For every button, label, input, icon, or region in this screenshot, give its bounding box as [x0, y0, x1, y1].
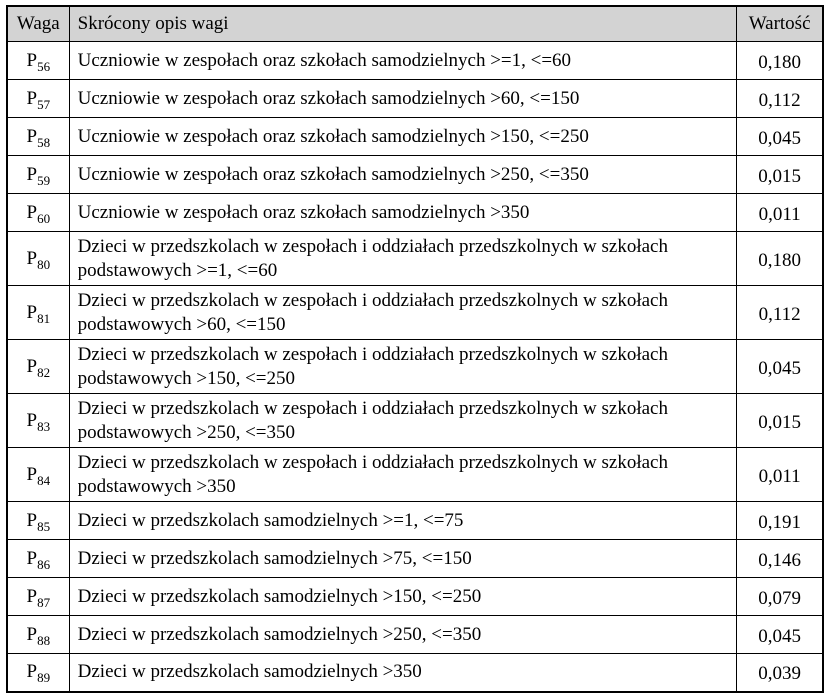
- weight-value-cell: 0,011: [736, 447, 824, 502]
- weight-value-cell: 0,180: [736, 41, 824, 80]
- weight-id-cell: P58: [6, 117, 70, 156]
- weight-value-cell: 0,180: [736, 231, 824, 286]
- weight-description-cell: Dzieci w przedszkolach w zespołach i odd…: [68, 285, 738, 340]
- weight-id-cell: P60: [6, 193, 70, 232]
- weight-description-cell: Uczniowie w zespołach oraz szkołach samo…: [68, 155, 738, 194]
- table-row-p83: P83 Dzieci w przedszkolach w zespołach i…: [6, 393, 824, 448]
- table-row-p60: P60 Uczniowie w zespołach oraz szkołach …: [6, 193, 824, 232]
- weight-id-cell: P56: [6, 41, 70, 80]
- weight-value-cell: 0,015: [736, 155, 824, 194]
- table-row-p88: P88 Dzieci w przedszkolach samodzielnych…: [6, 615, 824, 654]
- weight-id-cell: P88: [6, 615, 70, 654]
- table-row-p89: P89 Dzieci w przedszkolach samodzielnych…: [6, 653, 824, 692]
- weight-description-cell: Uczniowie w zespołach oraz szkołach samo…: [68, 41, 738, 80]
- weight-value-cell: 0,045: [736, 339, 824, 394]
- weight-value-cell: 0,045: [736, 117, 824, 156]
- table-row-p85: P85 Dzieci w przedszkolach samodzielnych…: [6, 501, 824, 540]
- weight-id-cell: P83: [6, 393, 70, 448]
- weight-value-cell: 0,112: [736, 285, 824, 340]
- weight-description-cell: Uczniowie w zespołach oraz szkołach samo…: [68, 117, 738, 156]
- table-row-p81: P81 Dzieci w przedszkolach w zespołach i…: [6, 285, 824, 340]
- weight-description-cell: Uczniowie w zespołach oraz szkołach samo…: [68, 193, 738, 232]
- weight-description-cell: Dzieci w przedszkolach samodzielnych >75…: [68, 539, 738, 578]
- weight-value-cell: 0,112: [736, 79, 824, 118]
- column-header-wartosc: Wartość: [736, 5, 824, 42]
- weight-description-cell: Dzieci w przedszkolach samodzielnych >35…: [68, 653, 738, 692]
- table-row-p84: P84 Dzieci w przedszkolach w zespołach i…: [6, 447, 824, 502]
- weight-value-cell: 0,015: [736, 393, 824, 448]
- table-row-p56: P56 Uczniowie w zespołach oraz szkołach …: [6, 41, 824, 80]
- weight-description-cell: Dzieci w przedszkolach samodzielnych >25…: [68, 615, 738, 654]
- weight-description-cell: Dzieci w przedszkolach samodzielnych >=1…: [68, 501, 738, 540]
- weight-id-cell: P86: [6, 539, 70, 578]
- table-row-p87: P87 Dzieci w przedszkolach samodzielnych…: [6, 577, 824, 616]
- weight-id-cell: P82: [6, 339, 70, 394]
- weight-id-cell: P57: [6, 79, 70, 118]
- weight-id-cell: P81: [6, 285, 70, 340]
- table-row-p80: P80 Dzieci w przedszkolach w zespołach i…: [6, 231, 824, 286]
- weight-id-cell: P59: [6, 155, 70, 194]
- weights-table: Waga Skrócony opis wagi Wartość P56 Uczn…: [6, 5, 824, 693]
- table-row-p59: P59 Uczniowie w zespołach oraz szkołach …: [6, 155, 824, 194]
- weight-description-cell: Dzieci w przedszkolach samodzielnych >15…: [68, 577, 738, 616]
- weight-value-cell: 0,045: [736, 615, 824, 654]
- weight-description-cell: Dzieci w przedszkolach w zespołach i odd…: [68, 393, 738, 448]
- weight-id-cell: P80: [6, 231, 70, 286]
- weight-value-cell: 0,011: [736, 193, 824, 232]
- weight-description-cell: Dzieci w przedszkolach w zespołach i odd…: [68, 447, 738, 502]
- weight-description-cell: Uczniowie w zespołach oraz szkołach samo…: [68, 79, 738, 118]
- weight-value-cell: 0,146: [736, 539, 824, 578]
- weight-description-cell: Dzieci w przedszkolach w zespołach i odd…: [68, 339, 738, 394]
- weight-id-cell: P84: [6, 447, 70, 502]
- weight-id-cell: P89: [6, 653, 70, 692]
- weight-id-cell: P85: [6, 501, 70, 540]
- weight-value-cell: 0,191: [736, 501, 824, 540]
- table-row-p86: P86 Dzieci w przedszkolach samodzielnych…: [6, 539, 824, 578]
- table-row-p57: P57 Uczniowie w zespołach oraz szkołach …: [6, 79, 824, 118]
- column-header-description: Skrócony opis wagi: [68, 5, 738, 42]
- table-row-p82: P82 Dzieci w przedszkolach w zespołach i…: [6, 339, 824, 394]
- weight-value-cell: 0,079: [736, 577, 824, 616]
- table-row-p58: P58 Uczniowie w zespołach oraz szkołach …: [6, 117, 824, 156]
- weight-value-cell: 0,039: [736, 653, 824, 692]
- header-row: Waga Skrócony opis wagi Wartość: [6, 5, 824, 42]
- weight-description-cell: Dzieci w przedszkolach w zespołach i odd…: [68, 231, 738, 286]
- column-header-waga: Waga: [6, 5, 70, 42]
- weight-id-cell: P87: [6, 577, 70, 616]
